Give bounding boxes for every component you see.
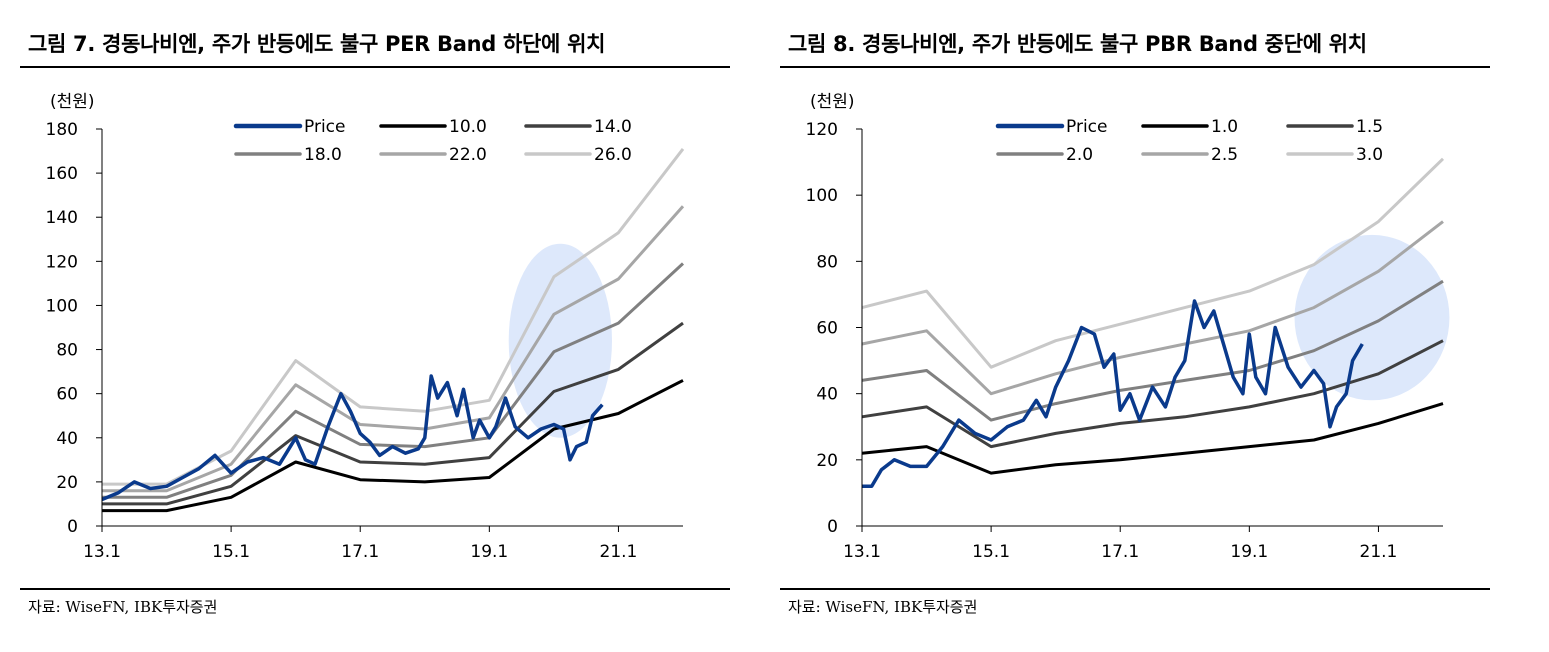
band-line-1.5	[861, 339, 1444, 449]
y-tick-label: 100	[46, 296, 78, 316]
chart-title: 그림 7. 경동나비엔, 주가 반등에도 불구 PER Band 하단에 위치	[28, 32, 606, 56]
price-line	[862, 299, 1364, 489]
x-tick-label: 15.1	[212, 542, 250, 562]
highlight-ellipse	[1294, 234, 1450, 401]
y-tick-label: 140	[46, 208, 78, 228]
legend-label-2.0: 2.0	[1066, 145, 1093, 165]
per-band-chart: 0 20 40 60 80 100 120 140 160 180 13.1 15.1 17.1 19.1…	[46, 92, 685, 562]
y-tick-label: 20	[56, 473, 78, 493]
x-tick-label: 19.1	[1230, 542, 1268, 562]
x-tick-label: 15.1	[972, 542, 1010, 562]
legend-label-Price: Price	[1066, 117, 1107, 137]
band-line-14.0	[102, 321, 684, 506]
x-tick-label: 17.1	[1101, 542, 1139, 562]
y-tick-label: 40	[816, 385, 838, 405]
band-line-22.0	[102, 205, 685, 493]
legend-label-2.5: 2.5	[1211, 145, 1238, 165]
source-rule	[780, 588, 1490, 590]
title-rule	[20, 66, 730, 68]
y-tick-label: 100	[806, 186, 838, 206]
x-tick-label: 21.1	[1360, 542, 1398, 562]
x-tick-label: 17.1	[341, 542, 379, 562]
legend-label-1.0: 1.0	[1211, 117, 1238, 137]
highlight-ellipse	[508, 243, 612, 438]
x-tick-label: 19.1	[470, 542, 508, 562]
y-tick-label: 80	[56, 341, 78, 361]
source-note: 자료: WiseFN, IBK투자증권	[28, 598, 218, 616]
band-line-1.0	[861, 402, 1444, 475]
y-tick-label: 40	[56, 429, 78, 449]
y-tick-label: 80	[816, 252, 838, 272]
y-tick-label: 0	[827, 517, 838, 537]
band-line-3.0	[861, 157, 1445, 369]
y-tick-label: 20	[816, 451, 838, 471]
y-tick-label: 120	[46, 252, 78, 272]
legend-label-18.0: 18.0	[304, 145, 342, 165]
y-tick-label: 60	[816, 319, 838, 339]
price-line	[101, 374, 604, 502]
y-tick-label: 0	[67, 517, 78, 537]
source-rule	[20, 588, 730, 590]
x-tick-label: 21.1	[600, 542, 638, 562]
pbr-band-chart: 0 20 40 60 80 100 120 13.1 15.1 17.1 19.1 21.1 (천원) P…	[806, 92, 1450, 562]
title-rule	[780, 66, 1490, 68]
y-tick-label: 60	[56, 385, 78, 405]
x-tick-label: 13.1	[843, 542, 881, 562]
y-tick-label: 160	[46, 164, 78, 184]
source-note: 자료: WiseFN, IBK투자증권	[788, 598, 978, 616]
legend-label-Price: Price	[304, 117, 345, 137]
band-line-2.5	[861, 220, 1444, 396]
legend-label-22.0: 22.0	[449, 145, 487, 165]
unit-label: (천원)	[50, 92, 95, 112]
unit-label: (천원)	[810, 92, 855, 112]
band-line-10.0	[102, 379, 684, 513]
legend-label-1.5: 1.5	[1356, 117, 1383, 137]
y-tick-label: 120	[806, 120, 838, 140]
chart-title: 그림 8. 경동나비엔, 주가 반등에도 불구 PBR Band 중단에 위치	[788, 32, 1367, 56]
y-tick-label: 180	[46, 120, 78, 140]
pbr-band-panel: 그림 8. 경동나비엔, 주가 반등에도 불구 PBR Band 중단에 위치 …	[780, 0, 1490, 652]
legend-label-10.0: 10.0	[449, 117, 487, 137]
x-tick-label: 13.1	[83, 542, 121, 562]
legend-label-14.0: 14.0	[594, 117, 632, 137]
legend-label-3.0: 3.0	[1356, 145, 1383, 165]
legend-label-26.0: 26.0	[594, 145, 632, 165]
per-band-panel: 그림 7. 경동나비엔, 주가 반등에도 불구 PER Band 하단에 위치 …	[20, 0, 730, 652]
